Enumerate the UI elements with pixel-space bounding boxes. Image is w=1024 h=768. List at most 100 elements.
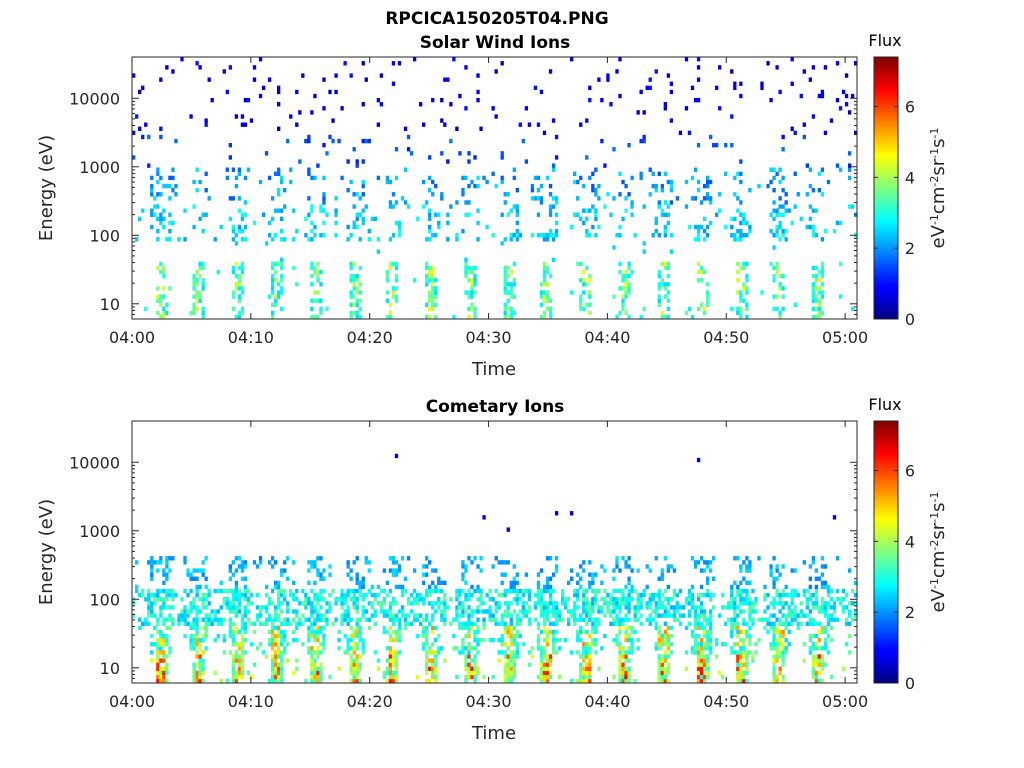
heatmap-cell (267, 175, 272, 181)
heatmap-cell (431, 278, 435, 283)
heatmap-cell (727, 601, 731, 606)
heatmap-cell (533, 85, 538, 91)
heatmap-cell (192, 273, 196, 279)
heatmap-cell (579, 216, 583, 222)
heatmap-cell (159, 216, 163, 222)
heatmap-cell (355, 609, 359, 614)
heatmap-cell (591, 204, 595, 209)
colorbar-title: Flux (868, 395, 901, 414)
heatmap-cell (273, 617, 278, 622)
colorbar-title: Flux (868, 31, 901, 50)
heatmap-cell (237, 658, 242, 663)
heatmap-cell (690, 605, 695, 610)
heatmap-cell (422, 122, 426, 127)
heatmap-cell (699, 224, 704, 230)
heatmap-cell (237, 298, 242, 303)
heatmap-cell (745, 592, 749, 598)
heatmap-cell (699, 302, 704, 308)
heatmap-cell (657, 601, 661, 606)
heatmap-cell (618, 261, 622, 267)
heatmap-cell (597, 666, 601, 672)
heatmap-cell (784, 637, 788, 643)
heatmap-cell (690, 646, 695, 651)
heatmap-cell (298, 601, 302, 606)
heatmap-cell (775, 601, 779, 606)
heatmap-cell (144, 617, 148, 622)
heatmap-cell (379, 102, 384, 107)
heatmap-cell (225, 601, 229, 606)
heatmap-cell (591, 183, 595, 189)
heatmap-cell (464, 580, 468, 586)
heatmap-cell (228, 621, 232, 626)
heatmap-cell (775, 65, 779, 70)
heatmap-cell (630, 212, 634, 217)
heatmap-cell (147, 621, 151, 626)
heatmap-cell (582, 658, 586, 663)
heatmap-cell (255, 646, 260, 651)
heatmap-cell (621, 294, 625, 299)
heatmap-cell (204, 625, 208, 631)
heatmap-cell (847, 204, 852, 209)
heatmap-cell (455, 597, 459, 602)
heatmap-cell (400, 592, 405, 598)
heatmap-cell (515, 572, 519, 577)
heatmap-cell (307, 212, 311, 217)
heatmap-cell (506, 314, 510, 320)
heatmap-cell (277, 666, 281, 672)
heatmap-cell (325, 601, 329, 606)
heatmap-cell (409, 151, 414, 156)
heatmap-cell (775, 208, 779, 213)
heatmap-cell (820, 629, 825, 635)
heatmap-cell (503, 273, 507, 279)
heatmap-cell (219, 617, 223, 622)
heatmap-cell (207, 601, 211, 606)
heatmap-cell (277, 85, 281, 91)
heatmap-cell (820, 89, 825, 95)
heatmap-cell (195, 629, 199, 635)
heatmap-cell (292, 597, 296, 602)
heatmap-cell (192, 601, 196, 606)
heatmap-cell (515, 208, 519, 213)
heatmap-cell (678, 130, 683, 136)
heatmap-cell (539, 629, 544, 635)
heatmap-cell (745, 568, 749, 573)
heatmap-cell (817, 658, 822, 663)
heatmap-cell (503, 613, 507, 618)
heatmap-cell (739, 290, 743, 295)
heatmap-cell (292, 237, 296, 242)
heatmap-cell (603, 597, 607, 602)
heatmap-cell (693, 650, 698, 655)
heatmap-cell (696, 233, 701, 238)
heatmap-cell (307, 650, 311, 655)
heatmap-cell (204, 584, 208, 590)
heatmap-cell (301, 588, 305, 594)
colorbar-tick-label: 2 (905, 603, 915, 622)
heatmap-cell (228, 216, 232, 222)
heatmap-cell (428, 592, 432, 598)
heatmap-cell (748, 228, 752, 234)
heatmap-cell (542, 265, 547, 271)
heatmap-cell (189, 609, 193, 614)
heatmap-cell (270, 265, 275, 271)
heatmap-cell (428, 265, 432, 271)
heatmap-cell (461, 576, 465, 581)
y-tick-label: 10 (100, 659, 120, 678)
heatmap-cell (748, 597, 752, 602)
heatmap-cell (573, 605, 577, 610)
heatmap-cell (760, 617, 764, 622)
heatmap-cell (621, 601, 625, 606)
heatmap-cell (545, 674, 550, 680)
heatmap-cell (702, 216, 707, 222)
heatmap-cell (594, 572, 598, 577)
heatmap-cell (705, 233, 710, 238)
heatmap-cell (168, 650, 172, 655)
heatmap-cell (467, 633, 471, 639)
heatmap-cell (237, 592, 242, 598)
heatmap-cell (319, 269, 323, 275)
x-tick-label: 05:00 (822, 692, 868, 711)
heatmap-cell (322, 200, 326, 205)
heatmap-cell (147, 613, 151, 618)
heatmap-cell (258, 621, 263, 626)
heatmap-cell (231, 228, 236, 234)
heatmap-cell (557, 609, 562, 614)
